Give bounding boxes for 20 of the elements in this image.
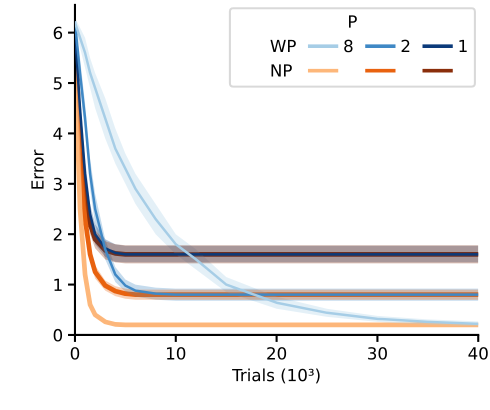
x-tick-label: 30 bbox=[368, 347, 387, 360]
x-tick-label: 10 bbox=[167, 347, 186, 360]
x-tick-label: 20 bbox=[267, 347, 286, 360]
legend-label: 2 bbox=[402, 40, 410, 52]
y-tick-label: 3 bbox=[54, 178, 62, 190]
x-tick-label: 40 bbox=[468, 347, 488, 360]
legend-title: P bbox=[349, 15, 357, 28]
y-axis-title: Error bbox=[31, 150, 44, 189]
x-tick-label: 0 bbox=[70, 347, 80, 360]
annotation: NP bbox=[272, 64, 292, 77]
y-tick-label: 5 bbox=[54, 77, 62, 90]
annotation: WP bbox=[270, 40, 296, 52]
y-tick-label: 1 bbox=[54, 278, 62, 291]
legend-label: 8 bbox=[344, 40, 353, 52]
y-tick-label: 0 bbox=[54, 328, 62, 342]
y-tick-label: 6 bbox=[54, 26, 62, 40]
y-tick-label: 2 bbox=[54, 228, 62, 241]
y-tick-label: 4 bbox=[53, 128, 62, 140]
x-axis-title: Trials (10³) bbox=[232, 368, 320, 384]
legend-label: 1 bbox=[459, 40, 467, 52]
